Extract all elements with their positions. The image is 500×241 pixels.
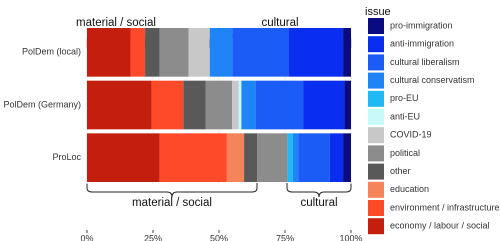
bar-segment (257, 133, 288, 182)
legend-label: pro-immigration (390, 20, 453, 30)
bar-segment (343, 133, 351, 182)
bar-segment (87, 133, 160, 182)
legend-label: political (390, 148, 420, 158)
legend-swatch (368, 18, 384, 34)
annotation: cultural (300, 197, 337, 209)
legend-swatch (368, 90, 384, 107)
legend-swatch (368, 109, 384, 125)
brace (86, 183, 258, 198)
bar-segment (298, 133, 330, 182)
bar-segment (244, 133, 258, 182)
bar-segment (343, 28, 351, 77)
legend-swatch (368, 181, 384, 198)
bar-segment (288, 28, 344, 77)
x-tick-label: 75% (276, 233, 294, 241)
legend-label: cultural conservatism (390, 75, 475, 85)
legend-label: cultural liberalism (390, 57, 460, 67)
legend-label: anti-immigration (390, 39, 454, 49)
bar-segment (205, 80, 233, 130)
bar-segment (183, 80, 206, 130)
bar-segment (188, 28, 210, 77)
x-tick-label: 0% (80, 233, 93, 241)
bar-segment (87, 80, 152, 130)
bar-segment (159, 28, 189, 77)
legend-swatch (368, 127, 384, 144)
bar-segment (287, 133, 293, 182)
y-tick-label: PolDem (local) (22, 47, 81, 57)
legend-label: COVID-19 (390, 130, 432, 140)
bar-segment (255, 80, 304, 130)
bar-segment (292, 133, 299, 182)
x-tick-label: 50% (210, 233, 228, 241)
legend-label: pro-EU (390, 93, 419, 103)
y-tick-label: ProLoc (52, 152, 81, 162)
annotation: material / social (76, 17, 156, 29)
bar-segment (226, 133, 245, 182)
bar-segment (344, 80, 351, 130)
legend-swatch (368, 36, 384, 53)
x-tick-label: 25% (144, 233, 162, 241)
y-tick-label: PolDem (Germany) (3, 99, 81, 109)
legend-title: issue (365, 6, 391, 18)
bar-segment (232, 80, 239, 130)
brace (286, 183, 352, 198)
bar-segment (241, 80, 256, 130)
legend-swatch (368, 72, 384, 89)
bar-segment (329, 133, 344, 182)
bar-segment (209, 28, 233, 77)
legend-label: anti-EU (390, 111, 420, 121)
legend-swatch (368, 54, 384, 71)
bar-segment (238, 80, 242, 130)
legend-swatch (368, 145, 384, 162)
annotation: material / social (132, 197, 212, 209)
x-tick-label: 100% (339, 233, 362, 241)
legend-label: environment / infrastructure (390, 202, 500, 212)
legend-label: education (390, 184, 429, 194)
annotation: cultural (261, 17, 298, 29)
legend-label: other (390, 166, 411, 176)
bar-segment (87, 28, 131, 77)
legend-label: economy / labour / social (390, 221, 490, 231)
legend-swatch (368, 163, 384, 180)
bar-segment (159, 133, 227, 182)
bar-segment (303, 80, 345, 130)
legend-swatch (368, 200, 384, 216)
bar-segment (151, 80, 184, 130)
bar-segment (130, 28, 146, 77)
bar-segment (145, 28, 160, 77)
legend-swatch (368, 218, 384, 235)
bar-segment (232, 28, 289, 77)
